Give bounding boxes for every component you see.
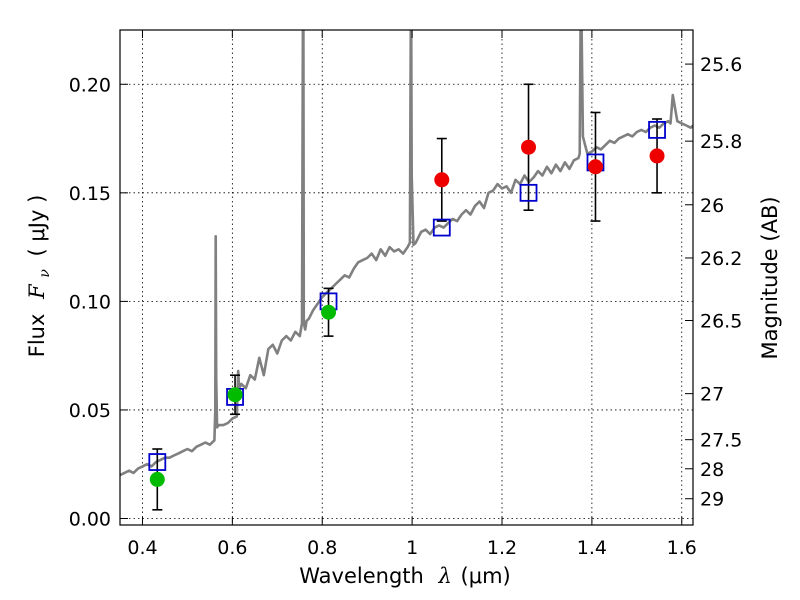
y-tick-label: 0.05 <box>69 400 111 422</box>
right-tick-label: 25.8 <box>700 131 742 153</box>
y-tick-label: 0.20 <box>69 74 111 96</box>
x-tick-label: 0.6 <box>217 537 247 559</box>
model-spectrum-layer <box>120 30 693 477</box>
x-axis-label-prefix: Wavelength <box>299 564 424 588</box>
y-axis-label-prefix: Flux <box>25 314 49 358</box>
right-tick-label: 27 <box>700 384 724 406</box>
y-axis-label: Flux F ν ( μJy ) <box>25 195 54 358</box>
right-tick-label: 26.5 <box>700 310 742 332</box>
y-axis-label-symbol: F <box>25 283 49 300</box>
ir-detections-circle-marker <box>649 148 665 164</box>
model-square-marker <box>648 120 666 139</box>
detections-circle-marker <box>149 471 165 487</box>
right-tick-label: 28 <box>700 459 724 481</box>
right-tick-label: 29 <box>700 489 724 511</box>
x-tick-label: 0.8 <box>307 537 337 559</box>
axis-ticks: 0.4 0.6 0.8 1 1.2 1.4 1.6 0.00 0.05 0.10 0.15 0.20 2… <box>69 30 742 559</box>
right-tick-label: 27.5 <box>700 430 742 452</box>
x-tick-label: 1.2 <box>487 537 517 559</box>
x-axis-label: Wavelength λ (μm) <box>299 564 510 588</box>
detections-circle-marker <box>227 387 243 403</box>
ir-detections-circle-marker <box>587 159 603 175</box>
x-tick-label: 1.6 <box>667 537 697 559</box>
y-tick-label: 0.10 <box>69 291 111 313</box>
model-square-marker <box>519 183 538 202</box>
grid-lines <box>120 30 693 525</box>
detections-circle-marker <box>321 304 337 320</box>
plot-frame <box>119 29 694 526</box>
x-axis-label-symbol: λ <box>438 564 452 588</box>
model-square-marker <box>148 453 167 471</box>
data-markers <box>148 120 666 487</box>
y-axis-label-subscript: ν <box>37 269 53 278</box>
right-axis-label: Magnitude (AB) <box>758 196 782 359</box>
right-tick-label: 25.6 <box>700 54 742 76</box>
ir-detections-circle-marker <box>521 139 537 155</box>
x-axis-label-unit: (μm) <box>461 564 511 588</box>
y-axis-label-unit: ( μJy ) <box>25 195 49 257</box>
right-tick-label: 26.2 <box>700 248 742 270</box>
x-tick-label: 1.4 <box>577 537 607 559</box>
right-tick-label: 26 <box>700 195 724 217</box>
y-tick-label: 0.15 <box>69 183 111 205</box>
model-square-marker <box>432 218 451 237</box>
model-spectrum-line <box>120 30 693 477</box>
x-tick-label: 1 <box>406 537 418 559</box>
x-tick-label: 0.4 <box>127 537 157 559</box>
y-tick-label: 0.00 <box>69 508 111 530</box>
ir-detections-circle-marker <box>434 172 450 188</box>
